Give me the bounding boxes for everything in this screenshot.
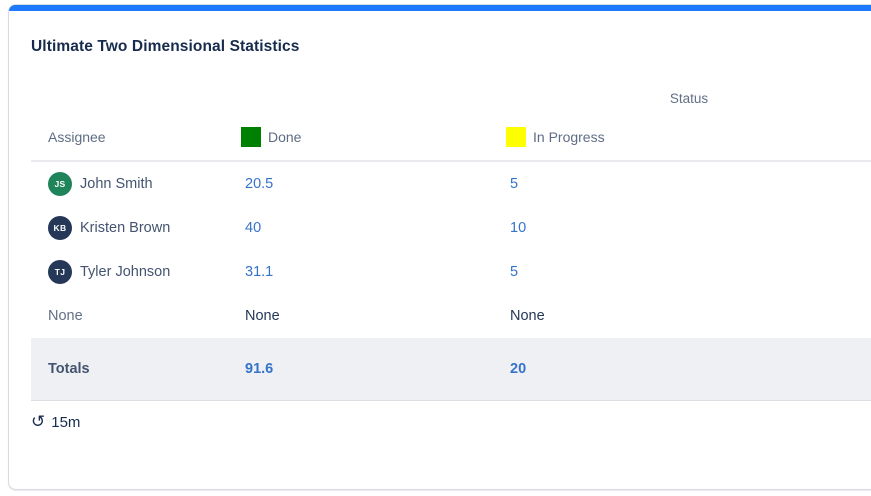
assignee-name: John Smith — [80, 176, 153, 192]
in-progress-status-swatch-icon — [506, 127, 526, 147]
stat-value-link[interactable]: 31.1 — [245, 264, 274, 280]
stat-value-link[interactable]: 40 — [245, 220, 262, 236]
done-value-cell: 40 — [241, 206, 506, 250]
assignee-name: Tyler Johnson — [80, 264, 171, 280]
done-status-swatch-icon — [241, 127, 261, 147]
row-filler-cell — [771, 206, 871, 250]
totals-in-progress-value: 20 — [506, 338, 771, 401]
in-progress-column-label: In Progress — [533, 129, 605, 145]
gadget-title: Ultimate Two Dimensional Statistics — [31, 38, 300, 55]
stat-value-link[interactable]: 10 — [510, 220, 527, 236]
stat-total-link[interactable]: 91.6 — [245, 361, 274, 377]
stat-value-link[interactable]: 5 — [510, 264, 519, 280]
in-progress-value-cell: 5 — [506, 250, 771, 294]
avatar: JS — [48, 172, 72, 196]
status-group-header: Status — [669, 91, 709, 106]
table-row: KB Kristen Brown 40 10 — [31, 206, 871, 250]
refresh-icon: ↺ — [31, 412, 46, 432]
none-assignee-label: None — [48, 308, 83, 324]
gadget-body: Ultimate Two Dimensional Statistics Stat… — [9, 38, 871, 431]
row-filler-cell — [771, 161, 871, 206]
done-value-cell: 20.5 — [241, 161, 506, 206]
two-dimensional-stats-table: Status Assignee Done In Progress — [31, 91, 871, 401]
done-value-cell: 31.1 — [241, 250, 506, 294]
status-group-header-row: Status — [31, 91, 871, 114]
row-filler-cell — [771, 338, 871, 401]
stat-value-link[interactable]: 20.5 — [245, 176, 274, 192]
none-in-progress-value: None — [510, 308, 545, 324]
stat-total-link[interactable]: 20 — [510, 361, 527, 377]
refresh-control[interactable]: ↺ 15m — [31, 412, 81, 432]
gadget-accent-bar — [9, 5, 871, 11]
assignee-column-header: Assignee — [31, 114, 241, 162]
avatar: TJ — [48, 260, 72, 284]
assignee-cell: TJ Tyler Johnson — [31, 250, 241, 294]
column-header-row: Assignee Done In Progress — [31, 114, 871, 162]
done-column-header: Done — [241, 114, 506, 162]
assignee-name: Kristen Brown — [80, 220, 171, 236]
in-progress-column-header: In Progress — [506, 114, 771, 162]
avatar: KB — [48, 216, 72, 240]
assignee-cell: KB Kristen Brown — [31, 206, 241, 250]
header-filler-cell — [771, 114, 871, 162]
row-filler-cell — [771, 250, 871, 294]
row-filler-cell — [771, 294, 871, 338]
refresh-interval-label: 15m — [51, 414, 81, 431]
none-done-value: None — [245, 308, 280, 324]
table-row: TJ Tyler Johnson 31.1 5 — [31, 250, 871, 294]
statistics-gadget-card: Ultimate Two Dimensional Statistics Stat… — [8, 4, 871, 490]
done-column-label: Done — [268, 129, 302, 145]
totals-done-value: 91.6 — [241, 338, 506, 401]
in-progress-value-cell: 10 — [506, 206, 771, 250]
stat-value-link[interactable]: 5 — [510, 176, 519, 192]
assignee-cell: JS John Smith — [31, 161, 241, 206]
table-row-none: None None None — [31, 294, 871, 338]
table-row: JS John Smith 20.5 5 — [31, 161, 871, 206]
totals-row: Totals 91.6 20 — [31, 338, 871, 401]
totals-label: Totals — [31, 338, 241, 401]
group-header-spacer — [31, 91, 241, 114]
in-progress-value-cell: 5 — [506, 161, 771, 206]
